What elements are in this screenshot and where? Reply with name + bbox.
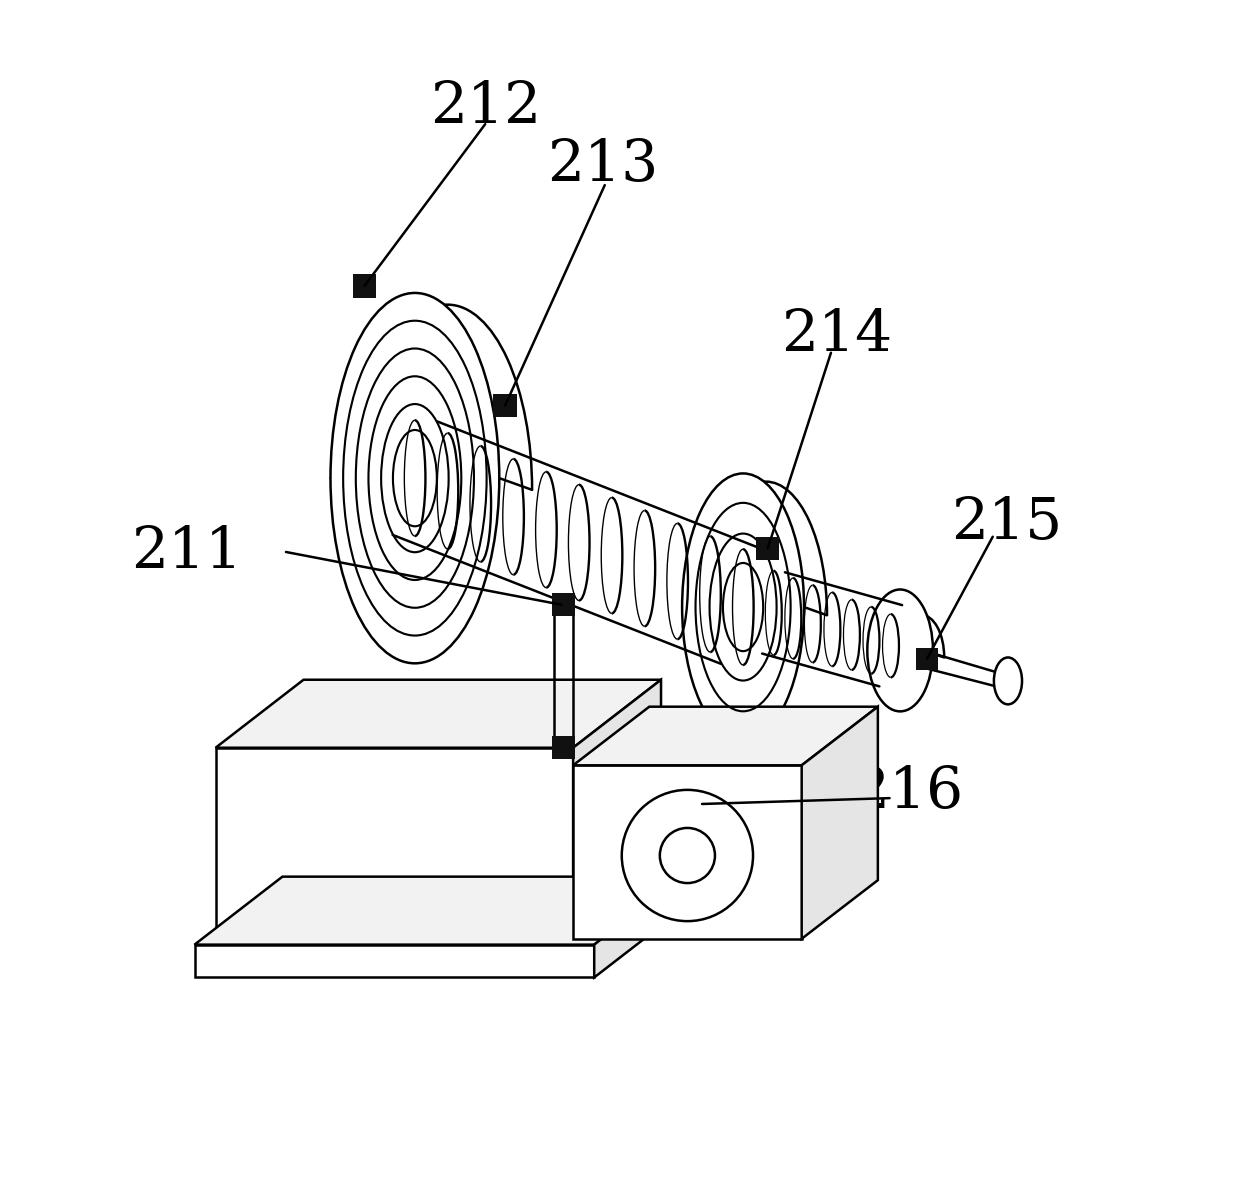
Polygon shape <box>802 707 878 939</box>
Bar <box>916 648 939 670</box>
Bar <box>756 537 780 560</box>
Bar <box>552 593 575 617</box>
Circle shape <box>621 790 753 922</box>
Polygon shape <box>216 680 661 747</box>
Text: 214: 214 <box>781 307 893 363</box>
Bar <box>494 394 517 417</box>
Polygon shape <box>573 765 802 939</box>
Bar <box>352 274 376 298</box>
Ellipse shape <box>994 657 1022 704</box>
Text: 212: 212 <box>429 78 541 134</box>
Ellipse shape <box>682 473 804 741</box>
Polygon shape <box>195 944 594 977</box>
Text: 215: 215 <box>951 495 1063 550</box>
Circle shape <box>660 828 715 884</box>
Polygon shape <box>573 680 661 944</box>
Text: 213: 213 <box>547 138 658 193</box>
Ellipse shape <box>331 293 500 663</box>
Text: 216: 216 <box>852 764 962 821</box>
Polygon shape <box>195 876 682 944</box>
Text: 211: 211 <box>130 524 242 580</box>
Polygon shape <box>216 747 573 944</box>
Polygon shape <box>594 876 682 977</box>
Bar <box>552 737 575 759</box>
Ellipse shape <box>867 589 932 712</box>
Polygon shape <box>573 707 878 765</box>
